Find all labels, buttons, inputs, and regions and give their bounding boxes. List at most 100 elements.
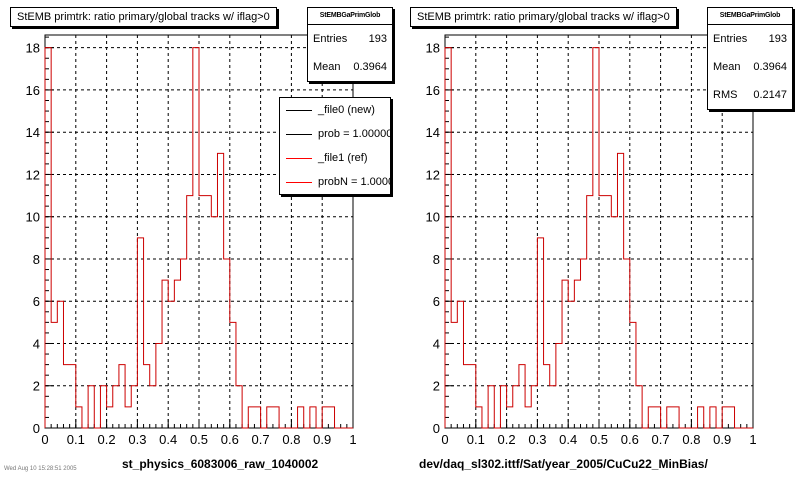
x-tick-label: 0.2 [498,432,516,447]
histogram-bin [513,386,519,428]
stats-mean-row: Mean 0.3964 [708,53,792,81]
stats-entries-value: 193 [768,33,787,45]
stats-rms-value: 0.2147 [753,89,787,101]
histogram-bin [488,386,494,428]
histogram-bin [667,407,673,428]
histogram-bin [211,217,217,428]
histogram-bin [611,217,617,428]
histogram-bin [568,301,574,428]
x-tick-label: 0.8 [682,432,700,447]
legend-line-black [286,133,312,135]
histogram-bin [710,407,716,428]
y-tick-label: 8 [33,252,40,267]
histogram-bin [162,280,168,428]
histogram-bin [654,407,660,428]
x-axis-title-left: st_physics_6083006_raw_1040002 [122,457,319,471]
histogram-bin [470,365,476,428]
histogram-bin [144,365,150,428]
histogram-bin [150,386,156,428]
histogram-bin [199,196,205,428]
histogram-plot-right: 0 0.1 0.2 0.3 0.4 0.5 0.6 0.7 0.8 0.9 102468101214… [426,34,757,447]
stats-mean-label: Mean [313,61,341,73]
x-axis-title-right: dev/daq_sl302.ittf/Sat/year_2005/CuCu22_… [419,457,708,471]
stats-mean-value: 0.3964 [753,61,787,73]
y-tick-label: 4 [33,336,40,351]
x-tick-label: 0.6 [221,432,239,447]
histogram-bin [248,407,254,428]
histogram-bin [113,386,119,428]
footer-timestamp: Wed Aug 10 15:28:51 2005 [4,466,77,472]
legend-line-red [286,181,312,183]
histogram-bin [587,196,593,428]
histogram-bin [267,407,273,428]
histogram-bin [125,407,131,428]
histogram-bin [617,153,623,428]
histogram-bin [137,238,143,428]
histogram-bin [328,407,334,428]
stats-entries-label: Entries [713,33,748,45]
plot-title-right: StEMB primtrk: ratio primary/global trac… [410,7,677,27]
histogram-bin [100,386,106,428]
histogram-bin [187,196,193,428]
histogram-bin [88,386,94,428]
stats-mean-value: 0.3964 [353,61,387,73]
histogram-bin [298,407,304,428]
x-tick-label: 0.5 [590,432,608,447]
histogram-bin [537,238,543,428]
histogram-panel-left: 0 0.1 0.2 0.3 0.4 0.5 0.6 0.7 0.8 0.9 1 0 2 4 6 8 10 12 14… [10,7,393,471]
histogram-bin [236,386,242,428]
histogram-bin [648,407,654,428]
histogram-bin [599,196,605,428]
histogram-bin [500,386,506,428]
histogram-bin [605,196,611,428]
histogram-bin [193,48,199,428]
histogram-bin [525,407,531,428]
legend-label: prob = 1.000000 [318,128,390,140]
stats-box-right: StEMBGaPrimGlob Entries 193 Mean 0.3964 … [707,7,793,110]
stats-mean-label: Mean [713,61,741,73]
stats-histogram-name: StEMBGaPrimGlob [708,8,792,25]
histogram-bin [107,407,113,428]
legend-entry-probN: probN = 1.000000 [280,170,390,194]
legend-entry-prob: prob = 1.000000 [280,122,390,146]
histogram-plot-left: 0 0.1 0.2 0.3 0.4 0.5 0.6 0.7 0.8 0.9 102468101214… [26,34,357,447]
x-tick-label: 0 [441,432,448,447]
histogram-bin [507,407,513,428]
histogram-bin [174,280,180,428]
histogram-bin [205,196,211,428]
legend-line-black [286,109,312,111]
x-tick-label: 0.6 [621,432,639,447]
histogram-bin [322,407,328,428]
histogram-bin [131,386,137,428]
x-tick-label: 0.1 [467,432,485,447]
histogram-bin [63,365,69,428]
histogram-bin [310,407,316,428]
histogram-bin [562,280,568,428]
y-tick-label: 14 [426,125,440,140]
histogram-bin [168,301,174,428]
histogram-outline [444,47,753,429]
y-tick-label: 16 [426,83,440,98]
x-tick-label: 0.8 [282,432,300,447]
histogram-bin [273,407,279,428]
plot-title-text: StEMB primtrk: ratio primary/global trac… [17,11,270,23]
x-tick-label: 1 [749,432,756,447]
x-tick-label: 0.7 [252,432,270,447]
y-tick-label: 6 [33,294,40,309]
y-tick-label: 10 [26,210,40,225]
x-tick-label: 1 [349,432,356,447]
legend-label: probN = 1.000000 [318,176,390,188]
histogram-bin [70,365,76,428]
y-tick-label: 6 [433,294,440,309]
histogram-panel-right: 0 0.1 0.2 0.3 0.4 0.5 0.6 0.7 0.8 0.9 1 0 2 4 6 8 10 12 14… [400,0,800,480]
x-tick-label: 0.3 [128,432,146,447]
histogram-bin [636,386,642,428]
y-tick-label: 2 [33,379,40,394]
legend-box: _file0 (new) prob = 1.000000 _file1 (ref… [279,97,391,195]
histogram-bin [698,407,704,428]
legend-label: _file0 (new) [318,104,375,116]
histogram-bin [230,322,236,428]
histogram-bin [673,407,679,428]
y-tick-label: 0 [33,421,40,436]
y-tick-label: 2 [433,379,440,394]
